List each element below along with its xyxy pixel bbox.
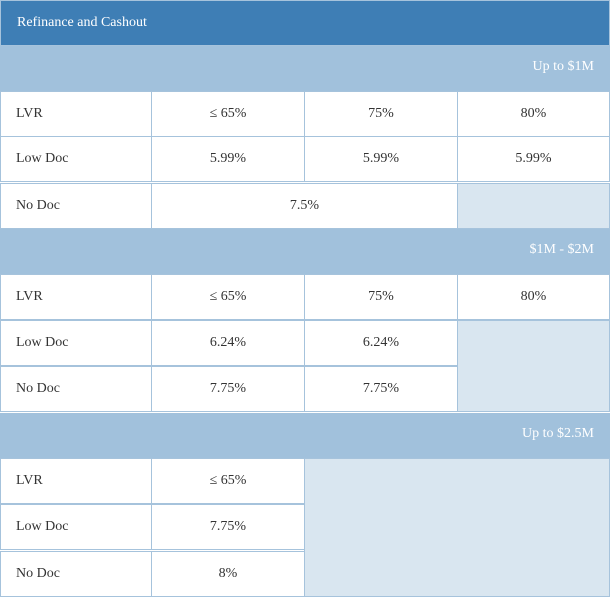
lvr-value: 75% <box>304 274 458 320</box>
low-doc-rate: 5.99% <box>151 136 305 182</box>
empty-cell <box>457 320 610 412</box>
low-doc-rate: 6.24% <box>151 320 305 366</box>
no-doc-rate: 7.75% <box>151 366 305 412</box>
lvr-value: 80% <box>457 91 610 137</box>
low-doc-rate: 5.99% <box>457 136 610 182</box>
tier-heading-up-to-1m: Up to $1M <box>0 46 610 91</box>
empty-cell <box>304 458 610 597</box>
row-label-low-doc: Low Doc <box>0 504 152 550</box>
no-doc-rate: 7.5% <box>151 183 458 229</box>
lvr-value: ≤ 65% <box>151 274 305 320</box>
lvr-value: ≤ 65% <box>151 458 305 504</box>
table-title: Refinance and Cashout <box>0 0 610 46</box>
low-doc-rate: 5.99% <box>304 136 458 182</box>
row-label-no-doc: No Doc <box>0 551 152 597</box>
row-label-low-doc: Low Doc <box>0 320 152 366</box>
no-doc-rate: 7.75% <box>304 366 458 412</box>
row-label-no-doc: No Doc <box>0 366 152 412</box>
lvr-value: 75% <box>304 91 458 137</box>
row-label-lvr: LVR <box>0 458 152 504</box>
lvr-value: ≤ 65% <box>151 91 305 137</box>
tier-heading-up-to-2-5m: Up to $2.5M <box>0 413 610 458</box>
no-doc-rate: 8% <box>151 551 305 597</box>
row-label-lvr: LVR <box>0 91 152 137</box>
low-doc-rate: 7.75% <box>151 504 305 550</box>
low-doc-rate: 6.24% <box>304 320 458 366</box>
row-label-no-doc: No Doc <box>0 183 152 229</box>
row-label-lvr: LVR <box>0 274 152 320</box>
row-label-low-doc: Low Doc <box>0 136 152 182</box>
lvr-value: 80% <box>457 274 610 320</box>
tier-heading-1m-2m: $1M - $2M <box>0 229 610 274</box>
empty-cell <box>457 183 610 229</box>
